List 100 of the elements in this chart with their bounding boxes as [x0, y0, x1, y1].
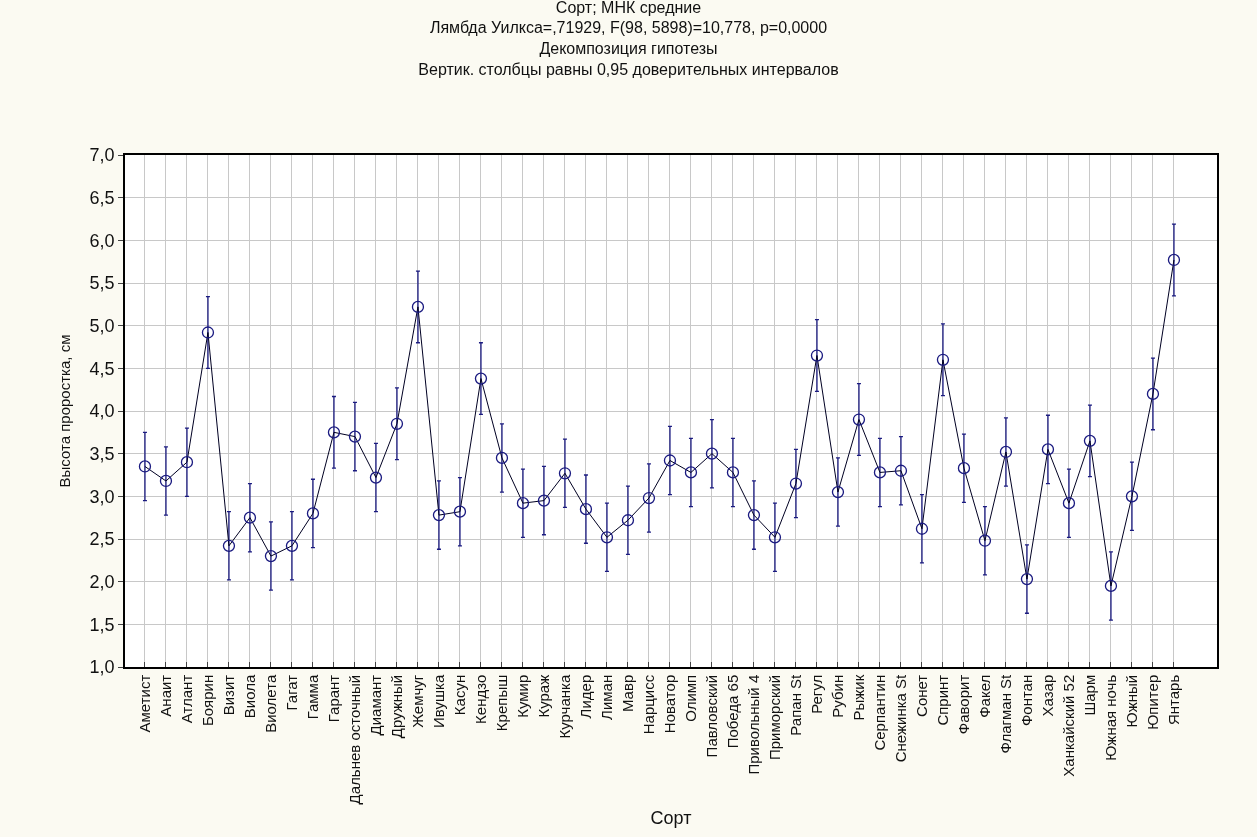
x-tick-label: Жемчуг — [408, 674, 426, 728]
point — [201, 326, 215, 339]
x-tick-label: Шарм — [1080, 674, 1098, 716]
point — [747, 508, 761, 522]
x-tick-label: Фонтан — [1017, 674, 1035, 727]
x-tick-label: Анаит — [156, 674, 174, 717]
point — [705, 447, 719, 460]
point — [1125, 490, 1139, 503]
y-tick-label: 2,5 — [89, 529, 115, 550]
x-tick-label: Ханкайский 52 — [1059, 674, 1077, 777]
x-tick-label: Павловский — [702, 674, 720, 758]
point — [852, 413, 866, 426]
point — [243, 511, 257, 524]
point — [222, 539, 236, 552]
x-tick-label: Виола — [240, 674, 258, 719]
point — [579, 502, 593, 516]
point — [558, 467, 572, 480]
point — [180, 456, 194, 469]
point — [390, 417, 404, 430]
point — [768, 531, 782, 544]
y-axis-title: Высота проростка, см — [56, 334, 74, 488]
y-tick-label: 5,0 — [89, 315, 115, 336]
point — [327, 426, 341, 439]
x-tick-label: Ивушка — [429, 674, 447, 728]
x-tick-label: Гамма — [303, 674, 321, 720]
y-tick-label: 3,0 — [89, 486, 115, 507]
point — [789, 477, 803, 490]
x-tick-label: Сонет — [912, 674, 930, 717]
point — [894, 464, 908, 477]
point — [159, 474, 173, 488]
y-tick-label: 1,5 — [89, 614, 115, 635]
point — [1146, 387, 1160, 401]
point — [957, 462, 971, 475]
x-tick-label: Факел — [975, 674, 993, 718]
point — [348, 430, 362, 443]
y-tick-label: 6,0 — [89, 230, 115, 251]
point — [285, 539, 299, 552]
point — [663, 454, 677, 467]
point — [831, 485, 845, 499]
y-tick-label: 3,5 — [89, 443, 115, 464]
point — [1167, 253, 1181, 267]
x-tick-label: Лиман — [597, 674, 615, 720]
x-tick-label: Рубин — [828, 674, 846, 718]
point — [1062, 497, 1076, 510]
x-tick-label: Южная ночь — [1101, 674, 1119, 761]
x-tick-label: Новатор — [660, 674, 678, 734]
y-tick-label: 4,0 — [89, 401, 115, 422]
x-tick-label: Олимп — [681, 674, 699, 722]
x-tick-label: Янтарь — [1164, 674, 1182, 726]
x-tick-label: Дальнев осточный — [345, 674, 363, 805]
x-tick-label: Мавр — [618, 674, 636, 713]
point — [1041, 443, 1055, 456]
x-tick-label: Гарант — [324, 674, 342, 723]
chart-subtitle: Лямбда Уилкса=,71929, F(98, 5898)=10,778, p=0,0000 Декомпозиция гипотезы Вертик. столбцы равны 0,95 доверительных интервалов — [418, 19, 839, 78]
y-tick-label: 6,5 — [89, 187, 115, 208]
point — [432, 508, 446, 522]
x-tick-label: Кумир — [513, 674, 531, 718]
x-tick-label: Боярин — [198, 674, 216, 727]
x-tick-label: Крепыш — [492, 674, 510, 732]
x-tick-label: Хазар — [1038, 674, 1056, 717]
point — [516, 497, 530, 510]
point — [810, 349, 824, 362]
y-tick-label: 5,5 — [89, 273, 115, 294]
x-tick-label: Касун — [450, 674, 468, 716]
point — [1104, 579, 1118, 593]
x-tick-label: Рапан St — [786, 673, 804, 736]
point — [999, 445, 1013, 459]
x-tick-label: Регул — [807, 674, 825, 714]
x-tick-label: Снежинка St — [891, 673, 909, 763]
x-tick-label: Спринт — [933, 674, 951, 726]
point — [873, 466, 887, 479]
x-tick-label: Курчанка — [555, 674, 573, 739]
x-tick-label: Победа 65 — [723, 674, 741, 749]
x-tick-label: Кендзо — [471, 674, 489, 724]
point — [138, 460, 152, 473]
point — [537, 494, 551, 507]
chart-title: Сорт; МНК средние — [555, 0, 702, 16]
point — [495, 451, 509, 465]
x-tick-label: Визит — [219, 674, 237, 716]
point — [1020, 572, 1034, 586]
x-tick-label: Приморский — [765, 674, 783, 761]
x-tick-label: Аметист — [135, 674, 153, 733]
x-tick-label: Фаворит — [954, 674, 972, 735]
x-tick-label: Атлант — [177, 674, 195, 724]
x-tick-label: Диамант — [366, 674, 384, 736]
x-tick-label: Привольный 4 — [744, 674, 762, 775]
point — [1083, 434, 1097, 448]
point — [915, 522, 929, 535]
y-tick-label: 4,5 — [89, 358, 115, 379]
y-tick-label: 2,0 — [89, 571, 115, 592]
x-tick-label: Юпитер — [1143, 674, 1161, 730]
point — [600, 531, 614, 544]
x-tick-label: Дружный — [387, 674, 405, 739]
point — [453, 505, 467, 518]
point — [474, 372, 488, 385]
point — [411, 300, 425, 314]
x-tick-label: Флагман St — [996, 673, 1014, 754]
x-tick-label: Рыжик — [849, 674, 867, 721]
point — [684, 466, 698, 479]
point — [978, 534, 992, 547]
